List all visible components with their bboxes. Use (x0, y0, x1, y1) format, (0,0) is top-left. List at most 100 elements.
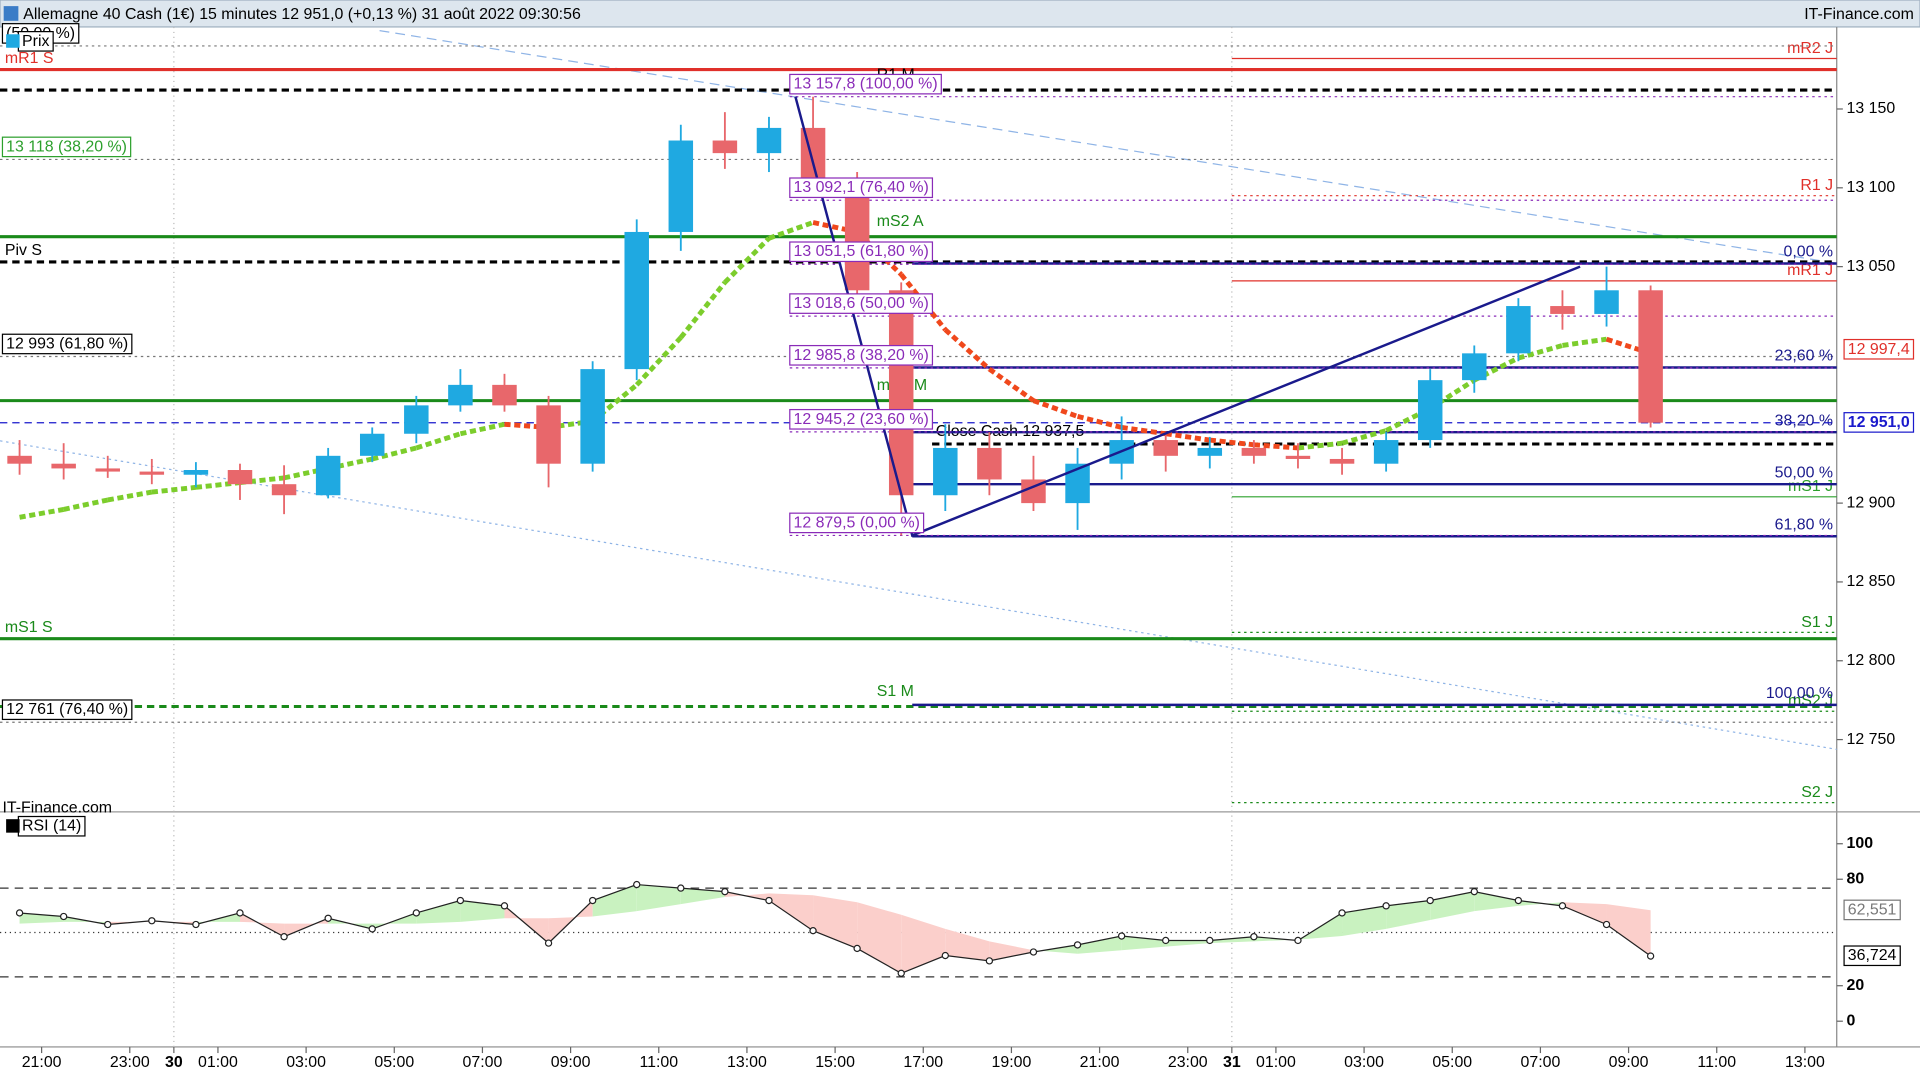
candle-body (1329, 458, 1355, 464)
rsi-fill (636, 884, 681, 912)
rsi-value-label-box (1843, 945, 1901, 967)
price-legend: Prix (22, 33, 49, 50)
x-tick-label: 19:00 (992, 1054, 1032, 1071)
rsi-point (1602, 920, 1611, 929)
candle-body (95, 468, 120, 472)
rsi-point (588, 896, 597, 905)
moving-average (1076, 414, 1123, 430)
y-tick-label: 13 100 (1847, 179, 1896, 196)
rsi-point (765, 896, 773, 905)
candle-body (800, 127, 826, 180)
fib-label-box (789, 408, 934, 430)
rsi-point (1206, 936, 1214, 945)
fib-label-box (789, 73, 942, 95)
moving-average (415, 431, 462, 451)
price-label: 12 951,0 (1848, 414, 1910, 431)
header-bar (0, 0, 1920, 28)
candle-body (227, 470, 253, 485)
moving-average (634, 335, 683, 387)
rsi-point (1558, 902, 1567, 910)
rsi-fill (680, 888, 725, 905)
rsi-point (1426, 896, 1434, 905)
candle-body (977, 447, 1002, 480)
rsi-fill (1342, 905, 1387, 937)
rsi-fill (901, 914, 946, 974)
rsi-fill (1562, 902, 1607, 925)
rsi-fill (1165, 940, 1210, 947)
rsi-point (1073, 941, 1082, 949)
rsi-point (192, 920, 200, 929)
fib-label: 12 879,5 (0,00 %) (793, 514, 919, 531)
moving-average (1253, 442, 1299, 451)
fib-label-box (789, 241, 934, 263)
fib-label: 12 985,8 (38,20 %) (793, 347, 928, 364)
candle-body (844, 179, 870, 291)
signal-value-label-box (1843, 899, 1901, 921)
candle-body (712, 140, 738, 154)
x-tick-label: 17:00 (903, 1054, 943, 1071)
retracement-label: 12 761 (76,40 %) (6, 701, 128, 718)
rsi-point (897, 969, 905, 977)
candle-body (1241, 447, 1267, 456)
rsi-legend: RSI (14) (22, 818, 81, 835)
x-tick-label: 13:00 (727, 1054, 767, 1071)
level-label: mS1 S (5, 619, 53, 636)
y-tick-label: 20 (1847, 977, 1865, 994)
y-tick-label: 13 150 (1847, 100, 1896, 117)
retracement-label: 13 118 (38,20 %) (6, 138, 127, 155)
x-tick-label: 23:00 (110, 1054, 150, 1071)
fib-label: 13 092,1 (76,40 %) (793, 179, 928, 196)
rsi-point (236, 909, 244, 917)
rsi-point (633, 880, 641, 889)
rsi-point (985, 957, 994, 965)
fib-label-box (789, 344, 934, 366)
rsi-point (368, 925, 376, 933)
y-tick-label: 13 050 (1847, 258, 1896, 275)
y-tick-label: 12 750 (1847, 731, 1896, 748)
rsi-point (1382, 902, 1390, 910)
rsi-point (59, 912, 68, 921)
y-tick-label: 12 900 (1847, 494, 1896, 511)
moving-average (151, 484, 197, 495)
y-tick-label: 12 850 (1847, 573, 1896, 590)
rsi-point (853, 944, 861, 953)
fib-label-box (789, 512, 925, 534)
rsi-point (809, 927, 817, 935)
moving-average (1562, 336, 1607, 348)
x-tick-label: 23:00 (1168, 1054, 1208, 1071)
rsi-fill (768, 893, 814, 931)
moving-average (1297, 440, 1343, 451)
price-label: 12 997,4 (1848, 341, 1910, 358)
x-tick-label: 11:00 (639, 1054, 678, 1071)
moving-average (459, 421, 505, 437)
x-tick-label: 21:00 (22, 1054, 62, 1071)
moving-average (63, 497, 109, 512)
moving-average (723, 236, 771, 285)
candle-body (315, 455, 341, 496)
signal-value-label: 62,551 (1848, 901, 1897, 918)
price-label-box (1843, 338, 1915, 360)
candle-body (536, 405, 561, 464)
candle-body (933, 447, 958, 496)
moving-average (1121, 425, 1167, 437)
moving-average (1165, 431, 1211, 443)
moving-average (1473, 355, 1520, 383)
retracement-label: 12 993 (61,80 %) (6, 335, 128, 352)
moving-average (548, 418, 593, 430)
fib-label: 13 051,5 (61,80 %) (793, 243, 928, 260)
level-label: Piv S (5, 242, 42, 259)
candle-body (1594, 290, 1619, 314)
level-label: mR1 J (1787, 262, 1833, 279)
candle-body (1638, 290, 1663, 423)
candle-body (756, 127, 782, 154)
level-label: mS2 A (877, 213, 924, 230)
x-tick-label: 09:00 (551, 1054, 591, 1071)
moving-average (195, 480, 241, 490)
moving-average (812, 220, 858, 235)
candle-body (1285, 455, 1311, 459)
header-title: Allemagne 40 Cash (1€) 15 minutes 12 951… (23, 6, 581, 23)
moving-average (107, 489, 153, 503)
